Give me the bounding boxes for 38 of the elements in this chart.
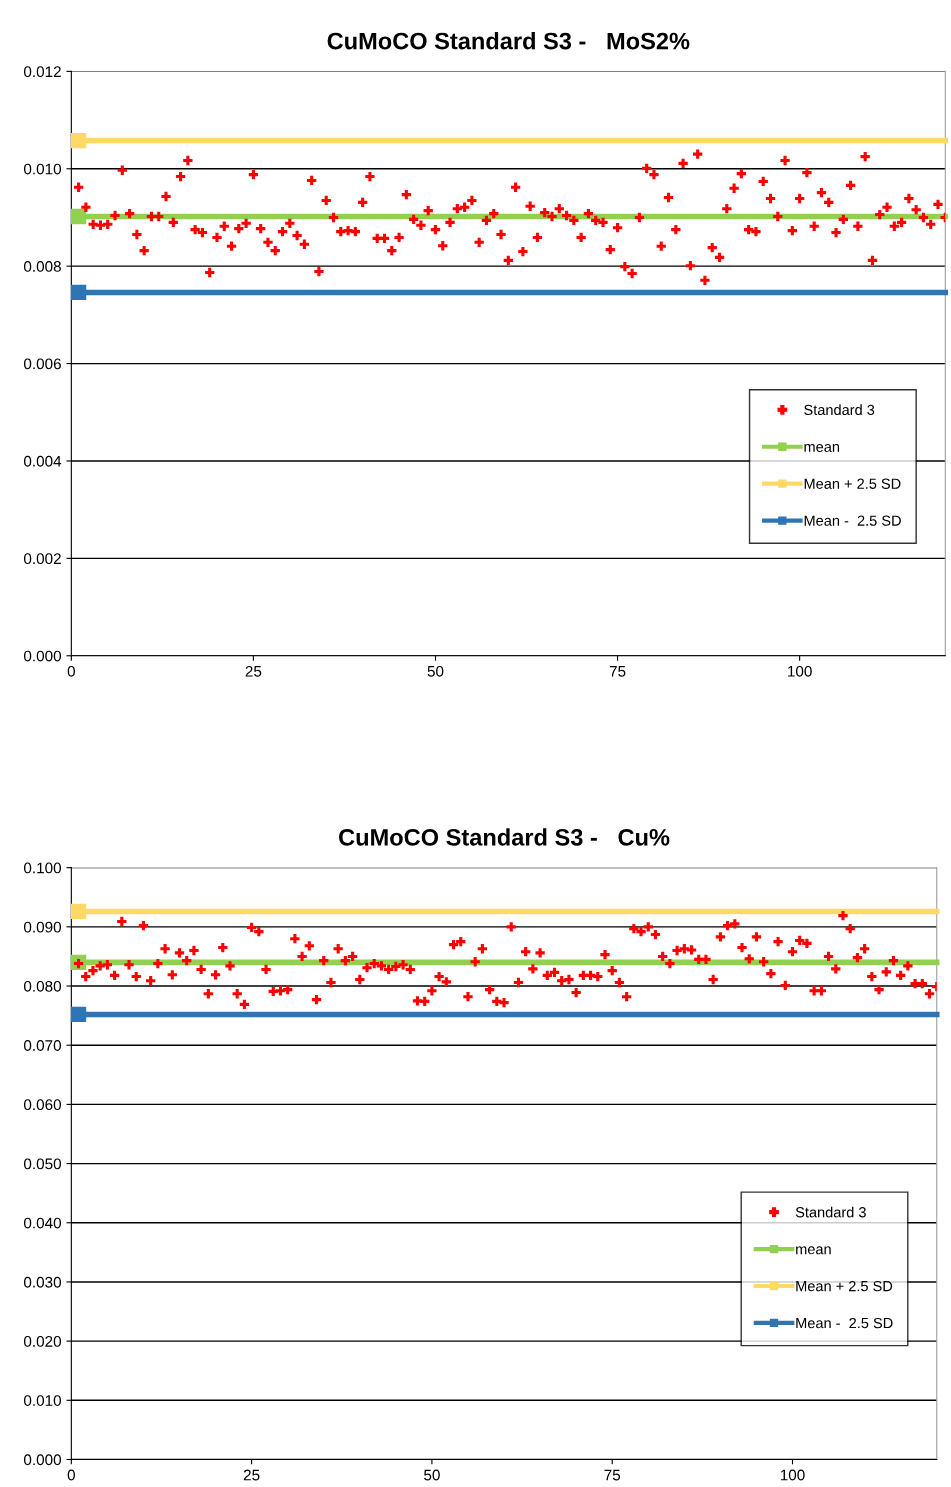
y-tick-label: 0.012: [23, 66, 61, 78]
chart-title: CuMoCO Standard S3 - MoS2%: [327, 32, 690, 50]
x-tick-label: 50: [427, 665, 444, 677]
y-tick-label: 0.000: [23, 650, 62, 662]
legend-label: Standard 3: [795, 1206, 866, 1218]
x-tick-label: 50: [424, 1469, 440, 1481]
y-tick-label: 0.008: [23, 261, 61, 272]
legend-label: mean: [796, 1246, 831, 1255]
y-tick-label: 0.060: [23, 1099, 62, 1111]
y-tick-label: 0.000: [23, 1454, 62, 1466]
legend-label: Mean + 2.5 SD: [804, 478, 901, 489]
y-tick-label: 0.080: [23, 980, 62, 992]
legend-label: Mean - 2.5 SD: [796, 1317, 893, 1329]
chart-title: CuMoCO Standard S3 - Cu%: [339, 828, 670, 846]
y-tick-label: 0.030: [23, 1276, 62, 1288]
y-tick-label: 0.004: [23, 455, 62, 467]
x-tick-label: 75: [604, 1469, 621, 1481]
y-tick-label: 0.070: [23, 1040, 62, 1051]
x-tick-label: 75: [609, 666, 626, 677]
y-tick-label: 0.002: [23, 553, 61, 565]
legend-label: Mean + 2.5 SD: [796, 1280, 893, 1292]
y-tick-label: 0.010: [23, 163, 62, 175]
x-tick-label: 100: [788, 665, 812, 677]
x-tick-label: 100: [780, 1469, 805, 1481]
legend-label: Mean - 2.5 SD: [804, 515, 901, 526]
legend-label: Standard 3: [804, 404, 875, 416]
y-tick-label: 0.050: [23, 1158, 62, 1170]
y-tick-label: 0.100: [23, 862, 62, 874]
y-tick-label: 0.020: [23, 1335, 62, 1347]
x-tick-label: 25: [243, 1469, 260, 1481]
x-tick-label: 0: [67, 665, 75, 677]
y-tick-label: 0.010: [23, 1395, 62, 1406]
y-tick-label: 0.006: [23, 358, 61, 370]
x-tick-label: 0: [67, 1469, 75, 1481]
x-tick-label: 25: [245, 665, 262, 677]
y-tick-label: 0.090: [23, 921, 62, 933]
y-tick-label: 0.040: [23, 1217, 62, 1229]
legend-label: mean: [804, 443, 840, 452]
